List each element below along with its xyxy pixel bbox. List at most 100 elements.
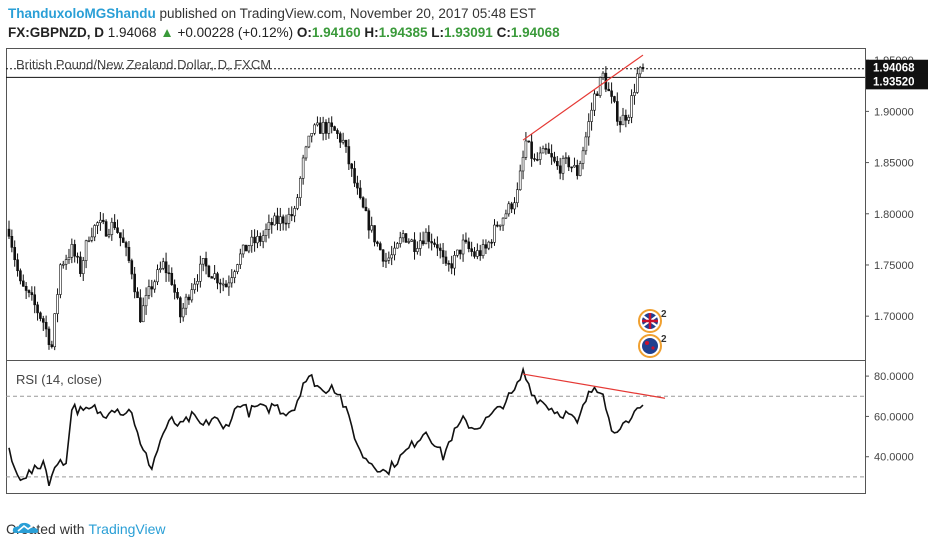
candle-body [61, 263, 65, 266]
candle-body [578, 163, 582, 176]
candle-body [561, 158, 565, 174]
low-value: 1.93091 [444, 25, 493, 40]
candle-body [116, 227, 119, 233]
candle-body [438, 247, 442, 251]
candle-body [410, 239, 413, 242]
candle-body [304, 146, 308, 159]
candle-body [19, 270, 22, 282]
candle-body [341, 139, 345, 143]
candle-body [321, 121, 325, 134]
chart-svg[interactable]: Nov2017MarMayJulSepNov2018Mar 1.950001.9… [6, 48, 932, 494]
candle-body [24, 286, 28, 291]
candle-body [564, 157, 568, 159]
candle-body [133, 273, 136, 293]
candle-body [41, 318, 45, 323]
candle-body [430, 241, 433, 244]
candle-body [607, 88, 611, 92]
candle-body [433, 242, 436, 245]
candle-body [450, 263, 453, 269]
candle-body [296, 197, 299, 209]
candle-body [615, 101, 619, 122]
candle-body [79, 256, 82, 274]
candle-body [119, 232, 122, 239]
candle-body [121, 237, 125, 243]
candle-body [104, 221, 108, 237]
candle-body [538, 152, 542, 160]
candle-body [367, 210, 371, 231]
tradingview-brand-link[interactable]: TradingView [88, 521, 166, 537]
footer: Created with TradingView [6, 521, 166, 537]
candle-body [310, 133, 314, 137]
candle-body [401, 233, 405, 239]
candle-body [107, 234, 111, 237]
symbol-label: FX:GBPNZD, D [8, 25, 104, 40]
chart-border [6, 48, 866, 494]
price-y-tick-label: 1.75000 [874, 260, 914, 272]
candle-body [501, 217, 505, 226]
candle-body [141, 305, 145, 323]
candle-body [256, 236, 259, 244]
candle-body [216, 273, 219, 284]
price-pane[interactable]: 1.950001.900001.850001.800001.750001.700… [6, 54, 928, 358]
candle-body [550, 153, 553, 158]
badge-count: 2 [661, 309, 667, 320]
candle-body [201, 258, 205, 265]
candle-body [239, 253, 242, 265]
candle-body [635, 73, 639, 93]
candle-body [301, 157, 305, 179]
candle-body [504, 213, 508, 219]
candle-body [387, 257, 391, 261]
candle-body [481, 244, 485, 256]
price-y-tick-label: 1.90000 [874, 106, 914, 118]
candle-body [39, 312, 42, 319]
candle-body [384, 260, 388, 262]
rsi-y-tick-label: 60.0000 [874, 411, 914, 423]
chart-area[interactable]: Nov2017MarMayJulSepNov2018Mar 1.950001.9… [6, 48, 932, 494]
close-label: C: [496, 25, 511, 40]
candle-body [279, 216, 282, 225]
candle-body [610, 90, 613, 97]
candle-body [376, 241, 379, 244]
candle-body [10, 235, 14, 248]
candle-body [567, 157, 571, 168]
candle-body [424, 231, 428, 245]
candle-body [316, 122, 319, 126]
flag-star [651, 346, 655, 350]
candle-body [173, 284, 176, 293]
candle-body [241, 244, 245, 255]
price-label-box [866, 59, 928, 76]
candle-body [553, 156, 556, 162]
candle-body [490, 241, 493, 244]
candle-body [307, 135, 311, 148]
publish-header: ThanduxoloMGShandu published on TradingV… [8, 5, 536, 23]
candle-body [336, 130, 339, 134]
price-label-box [866, 73, 928, 90]
candle-body [347, 146, 351, 165]
candle-body [518, 170, 522, 190]
candle-body [398, 237, 402, 244]
candle-body [601, 72, 605, 78]
candle-body [221, 283, 225, 286]
candle-body [418, 240, 422, 249]
gb-flag-icon: 2 [638, 309, 667, 333]
candle-body [596, 93, 599, 96]
candle-body [547, 148, 551, 154]
rsi-pane[interactable]: 80.0000 60.0000 40.0000 [6, 366, 914, 487]
candle-body [21, 280, 25, 287]
candle-body [164, 261, 168, 274]
candle-body [213, 273, 216, 279]
candle-body [573, 165, 576, 168]
rsi-series-line [8, 366, 644, 487]
candle-body [630, 95, 633, 118]
author-link[interactable]: ThanduxoloMGShandu [8, 6, 156, 21]
candle-body [161, 261, 165, 269]
candle-body [244, 244, 248, 252]
candle-body [373, 225, 376, 243]
candle-body [13, 247, 17, 261]
candle-body [124, 242, 128, 248]
candle-body [613, 96, 616, 102]
candle-body [139, 297, 142, 323]
candle-body [99, 219, 102, 223]
candle-body [350, 163, 354, 169]
candle-body [527, 140, 531, 143]
